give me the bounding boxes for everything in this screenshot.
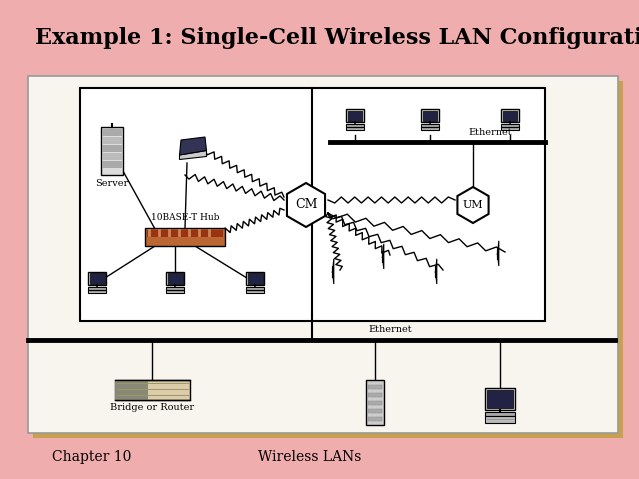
FancyBboxPatch shape (114, 380, 148, 400)
Text: Bridge or Router: Bridge or Router (110, 403, 194, 412)
FancyBboxPatch shape (368, 417, 382, 421)
FancyBboxPatch shape (246, 272, 264, 285)
Text: Server: Server (95, 179, 128, 188)
FancyBboxPatch shape (88, 286, 106, 289)
Text: Ethernet: Ethernet (468, 128, 512, 137)
Text: Example 1: Single-Cell Wireless LAN Configuration: Example 1: Single-Cell Wireless LAN Conf… (35, 27, 639, 49)
FancyBboxPatch shape (348, 111, 362, 121)
Text: CM: CM (295, 198, 317, 212)
FancyBboxPatch shape (487, 390, 513, 408)
FancyBboxPatch shape (33, 81, 623, 438)
FancyBboxPatch shape (167, 273, 183, 284)
FancyBboxPatch shape (102, 137, 122, 144)
FancyBboxPatch shape (28, 76, 618, 433)
FancyBboxPatch shape (423, 111, 437, 121)
FancyBboxPatch shape (421, 109, 438, 122)
Polygon shape (497, 241, 499, 266)
Polygon shape (180, 137, 206, 155)
FancyBboxPatch shape (147, 230, 223, 237)
Text: Ethernet: Ethernet (368, 325, 412, 334)
FancyBboxPatch shape (421, 126, 438, 130)
FancyBboxPatch shape (102, 153, 122, 160)
FancyBboxPatch shape (485, 388, 515, 410)
FancyBboxPatch shape (346, 124, 364, 126)
FancyBboxPatch shape (368, 393, 382, 397)
FancyBboxPatch shape (101, 127, 123, 175)
FancyBboxPatch shape (368, 385, 382, 389)
FancyBboxPatch shape (366, 380, 384, 425)
FancyBboxPatch shape (502, 126, 519, 130)
FancyBboxPatch shape (88, 272, 106, 285)
Polygon shape (332, 259, 334, 284)
FancyBboxPatch shape (89, 273, 105, 284)
FancyBboxPatch shape (247, 273, 263, 284)
FancyBboxPatch shape (246, 289, 264, 293)
Polygon shape (287, 183, 325, 227)
FancyBboxPatch shape (502, 124, 519, 126)
Polygon shape (458, 187, 489, 223)
FancyBboxPatch shape (368, 409, 382, 413)
FancyBboxPatch shape (421, 124, 438, 126)
FancyBboxPatch shape (88, 289, 106, 293)
FancyBboxPatch shape (346, 126, 364, 130)
Text: Chapter 10: Chapter 10 (52, 450, 132, 464)
FancyBboxPatch shape (102, 145, 122, 152)
FancyBboxPatch shape (102, 129, 122, 136)
Polygon shape (382, 244, 384, 269)
Text: 10BASE-T Hub: 10BASE-T Hub (151, 213, 219, 222)
Polygon shape (180, 150, 206, 160)
FancyBboxPatch shape (485, 412, 515, 416)
FancyBboxPatch shape (166, 286, 184, 289)
Text: UM: UM (463, 200, 483, 210)
Polygon shape (435, 259, 437, 284)
FancyBboxPatch shape (102, 161, 122, 168)
FancyBboxPatch shape (502, 109, 519, 122)
FancyBboxPatch shape (145, 228, 225, 246)
FancyBboxPatch shape (503, 111, 517, 121)
FancyBboxPatch shape (246, 286, 264, 289)
FancyBboxPatch shape (114, 380, 190, 400)
FancyBboxPatch shape (346, 109, 364, 122)
FancyBboxPatch shape (485, 416, 515, 423)
FancyBboxPatch shape (368, 401, 382, 405)
Text: Wireless LANs: Wireless LANs (258, 450, 362, 464)
FancyBboxPatch shape (166, 289, 184, 293)
FancyBboxPatch shape (166, 272, 184, 285)
FancyBboxPatch shape (80, 88, 545, 321)
